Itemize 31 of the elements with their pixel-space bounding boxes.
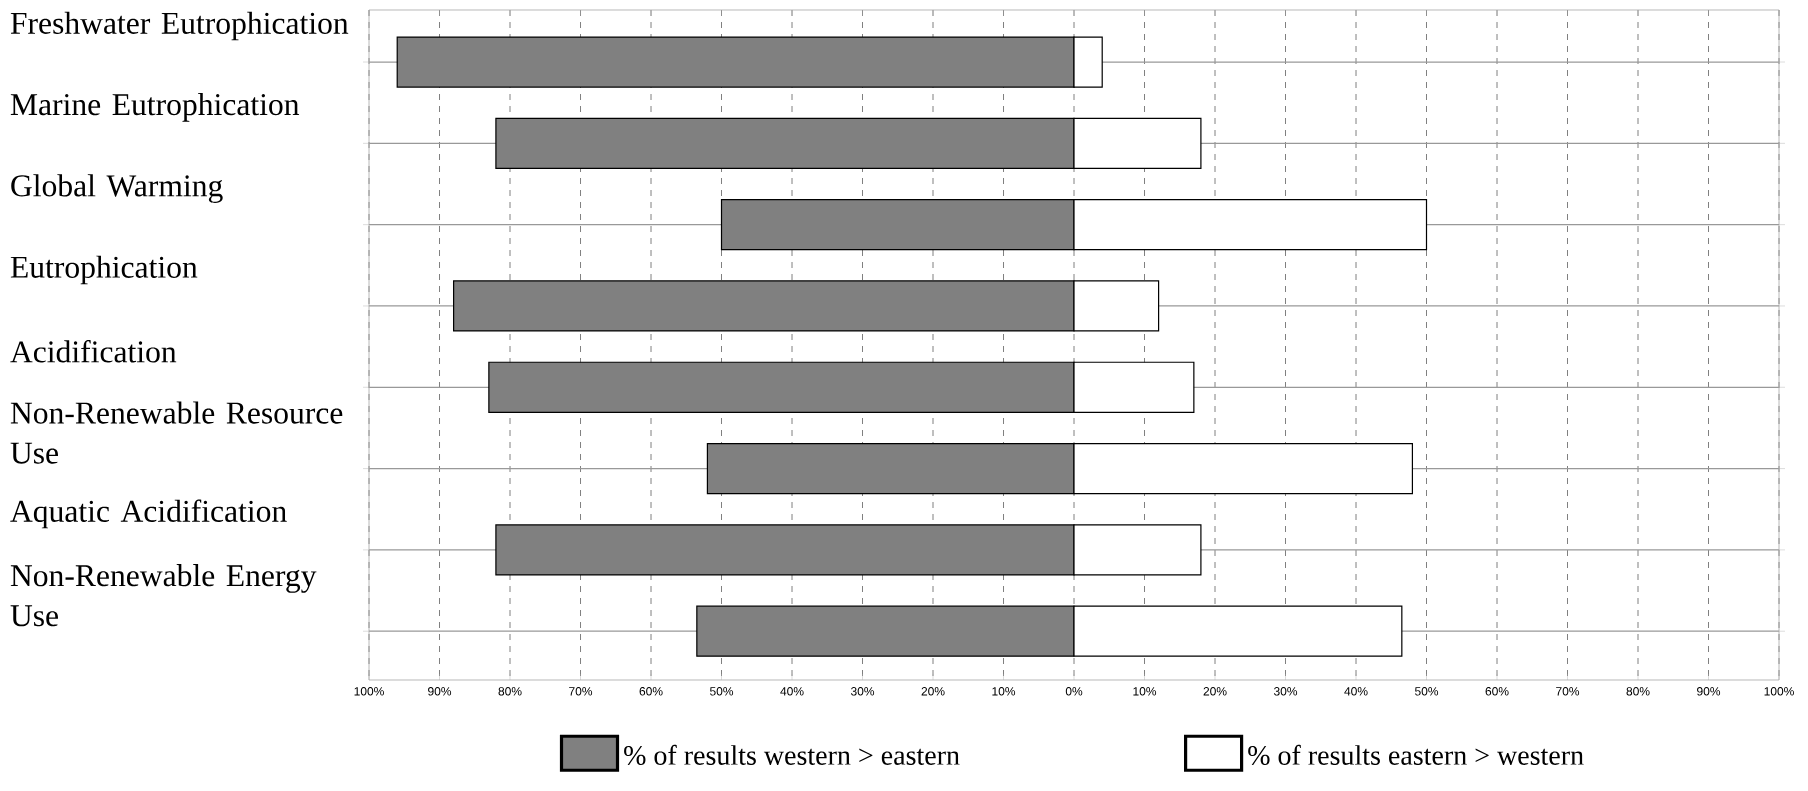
x-tick-label: 40%: [1344, 687, 1368, 696]
x-tick-label: 80%: [498, 687, 522, 696]
x-tick-label: 90%: [428, 687, 452, 696]
x-tick-label: 100%: [1764, 687, 1794, 696]
y-tick-label: Marine Eutrophication: [10, 93, 300, 122]
y-tick-label: Acidification: [10, 340, 177, 363]
legend-label: % of results eastern > western: [1248, 744, 1584, 765]
y-tick-label: Global Warming: [11, 174, 223, 204]
y-tick-label: Non-Renewable Energy Use: [10, 564, 317, 627]
x-tick-label: 40%: [780, 687, 804, 696]
x-tick-label: 80%: [1626, 687, 1650, 696]
x-tick-label: 60%: [1485, 687, 1509, 696]
x-tick-label: 10%: [992, 687, 1016, 696]
x-tick-label: 70%: [569, 687, 593, 696]
x-tick-label: 70%: [1556, 687, 1580, 696]
x-tick-label: 20%: [1203, 687, 1227, 696]
x-tick-label: 90%: [1697, 687, 1721, 696]
x-tick-label: 100%: [354, 687, 384, 696]
x-tick-label: 50%: [709, 687, 734, 696]
y-tick-label: Eutrophication: [10, 255, 198, 285]
x-tick-label: 20%: [921, 687, 945, 696]
x-tick-label: 30%: [1273, 687, 1298, 696]
x-tick-label: 50%: [1414, 687, 1439, 696]
y-tick-label: Aquatic Acidification: [10, 499, 287, 529]
x-tick-label: 30%: [850, 687, 875, 696]
y-tick-label: Non-Renewable Resource Use: [10, 401, 343, 464]
x-tick-label: 0%: [1065, 687, 1083, 696]
legend-label: % of results western > eastern: [624, 744, 960, 765]
x-tick-label: 60%: [639, 687, 663, 696]
x-tick-label: 10%: [1133, 687, 1157, 696]
y-tick-label: Freshwater Eutrophication: [10, 11, 349, 41]
